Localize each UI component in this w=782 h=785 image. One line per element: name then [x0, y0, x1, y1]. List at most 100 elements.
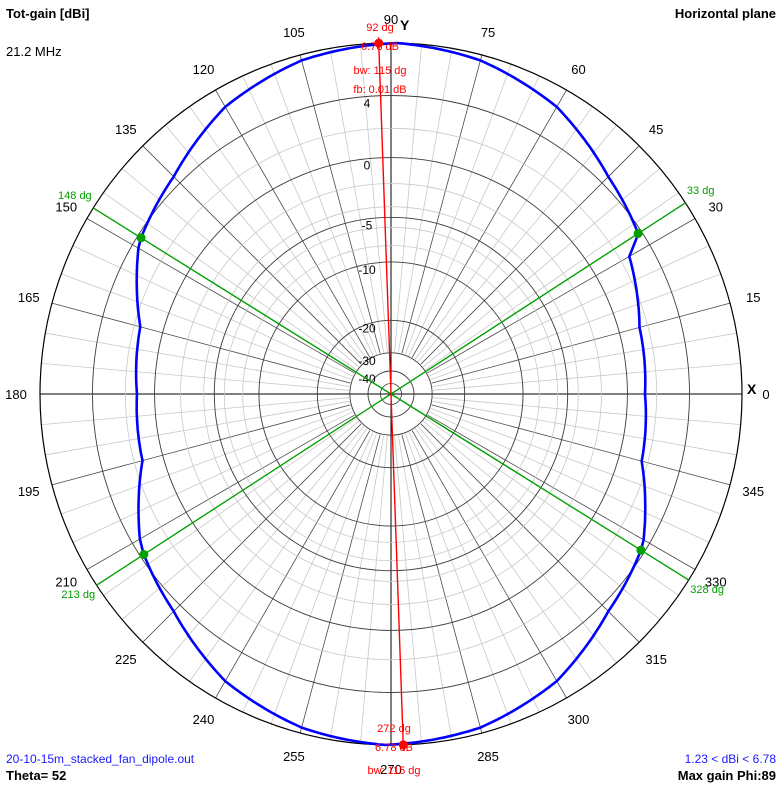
grid-ring: [258, 261, 524, 527]
minor-spoke: [405, 64, 512, 355]
minor-spoke: [432, 397, 741, 425]
major-spoke: [86, 218, 355, 374]
minor-ring: [223, 226, 559, 562]
minor-spoke: [429, 411, 710, 543]
angle-tick-label: 105: [283, 25, 305, 40]
main-gain-label: 6.78 dB: [361, 41, 399, 53]
minor-ring: [242, 245, 540, 543]
minor-spoke: [394, 44, 422, 353]
minor-spoke: [72, 245, 353, 377]
major-spoke: [215, 89, 371, 358]
angle-tick-labels: 0 15 30 45 60 75 90 105 120 135 150 165 180 195 210 225…: [5, 12, 769, 777]
main-angle-label: 92 dg: [366, 22, 394, 34]
ring-label: 4: [364, 96, 371, 110]
minor-spoke: [270, 64, 377, 355]
ring-label: 0: [364, 159, 371, 173]
ring-label: -10: [358, 263, 376, 277]
x-axis-label: X: [747, 381, 757, 397]
angle-tick-label: 225: [115, 652, 137, 667]
angle-tick-label: 240: [193, 712, 215, 727]
minor-spoke: [408, 75, 540, 356]
main-bw-label: bw: 115 dg: [353, 65, 406, 77]
minor-spoke: [360, 435, 388, 744]
angle-tick-label: 135: [115, 122, 137, 137]
minor-spoke: [405, 433, 512, 724]
frequency-label: 21.2 MHz: [6, 44, 62, 59]
minor-spoke: [121, 420, 359, 620]
minor-spoke: [270, 433, 377, 724]
main-lobe-dot: [398, 740, 408, 750]
major-spoke: [51, 302, 351, 384]
grid-ring: [213, 216, 569, 572]
angle-tick-label: 150: [55, 200, 77, 215]
halfpower-label: 213 dg: [61, 589, 95, 601]
angle-tick-label: 0: [762, 387, 769, 402]
grid-ring: [367, 370, 415, 418]
minor-spoke: [414, 428, 593, 682]
angle-tick-label: 180: [5, 387, 27, 402]
major-spoke: [411, 430, 567, 699]
minor-ring: [203, 206, 579, 582]
back-bw-label: bw: 115 dg: [367, 765, 420, 777]
minor-spoke: [397, 48, 453, 353]
minor-spoke: [414, 106, 593, 360]
grid-ring: [316, 319, 466, 469]
major-spoke: [401, 434, 483, 734]
minor-spoke: [45, 332, 350, 388]
major-spoke: [299, 434, 381, 734]
major-spoke: [215, 430, 371, 699]
angle-tick-label: 15: [746, 290, 760, 305]
angle-tick-label: 165: [18, 290, 40, 305]
minor-ring: [124, 127, 658, 661]
minor-spoke: [417, 426, 617, 664]
markers: 33 dg 148 dg 213 dg 328 dg 92 dg 6.78 dB bw: 1…: [58, 22, 724, 777]
minor-spoke: [432, 400, 737, 456]
angle-tick-label: 195: [18, 484, 40, 499]
minor-spoke: [242, 75, 374, 356]
halfpower-label: 148 dg: [58, 190, 92, 202]
minor-spoke: [61, 408, 352, 515]
ring-label: -5: [362, 218, 373, 232]
major-spoke: [86, 414, 355, 570]
ring-labels: 40-5-10-20-30-40: [358, 96, 376, 386]
major-spoke: [51, 404, 351, 486]
minor-spoke: [417, 124, 617, 362]
chart-title: Tot-gain [dBi]: [6, 6, 90, 21]
angle-tick-label: 30: [709, 200, 723, 215]
grid-ring: [154, 157, 628, 631]
back-gain-label: 6.78 dB: [375, 742, 413, 754]
main-fb-label: fb: 0.01 dB: [353, 84, 406, 96]
minor-spoke: [429, 245, 710, 377]
ring-label: -30: [358, 354, 376, 368]
gain-range-label: 1.23 < dBi < 6.78: [684, 752, 776, 766]
angle-tick-label: 210: [55, 575, 77, 590]
main-lobe-dot: [374, 38, 384, 48]
major-spoke: [427, 414, 696, 570]
minor-spoke: [423, 168, 661, 368]
max-gain-phi-label: Max gain Phi:89: [677, 768, 776, 783]
minor-spoke: [189, 428, 368, 682]
minor-spoke: [165, 124, 365, 362]
plane-label: Horizontal plane: [674, 6, 776, 21]
major-spoke: [420, 423, 640, 643]
angle-tick-label: 90: [384, 12, 398, 27]
angle-tick-label: 75: [481, 25, 495, 40]
minor-spoke: [430, 408, 721, 515]
angle-tick-label: 345: [742, 484, 764, 499]
y-axis-label: Y: [400, 17, 410, 33]
angle-tick-label: 315: [645, 652, 667, 667]
minor-spoke: [425, 417, 679, 596]
ring-label: -20: [358, 321, 376, 335]
minor-spoke: [242, 432, 374, 713]
angle-tick-label: 285: [477, 749, 499, 764]
minor-spoke: [423, 420, 661, 620]
minor-spoke: [360, 44, 388, 353]
major-spoke: [142, 423, 362, 643]
halfpower-dot: [636, 545, 646, 555]
major-spoke: [431, 404, 731, 486]
halfpower-dot: [139, 550, 149, 560]
back-angle-label: 272 dg: [377, 723, 411, 735]
minor-spoke: [72, 411, 353, 543]
minor-spoke: [121, 168, 359, 368]
